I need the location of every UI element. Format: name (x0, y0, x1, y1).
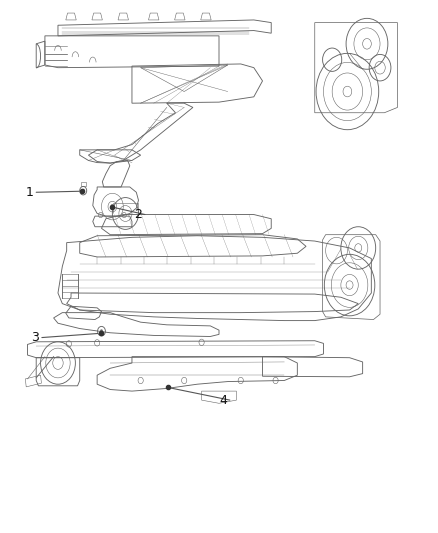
Text: 2: 2 (134, 208, 142, 221)
Text: 4: 4 (219, 393, 227, 407)
Circle shape (111, 205, 114, 209)
Circle shape (82, 189, 85, 192)
Text: 1: 1 (25, 186, 33, 199)
Circle shape (100, 329, 103, 333)
Text: 3: 3 (31, 331, 39, 344)
